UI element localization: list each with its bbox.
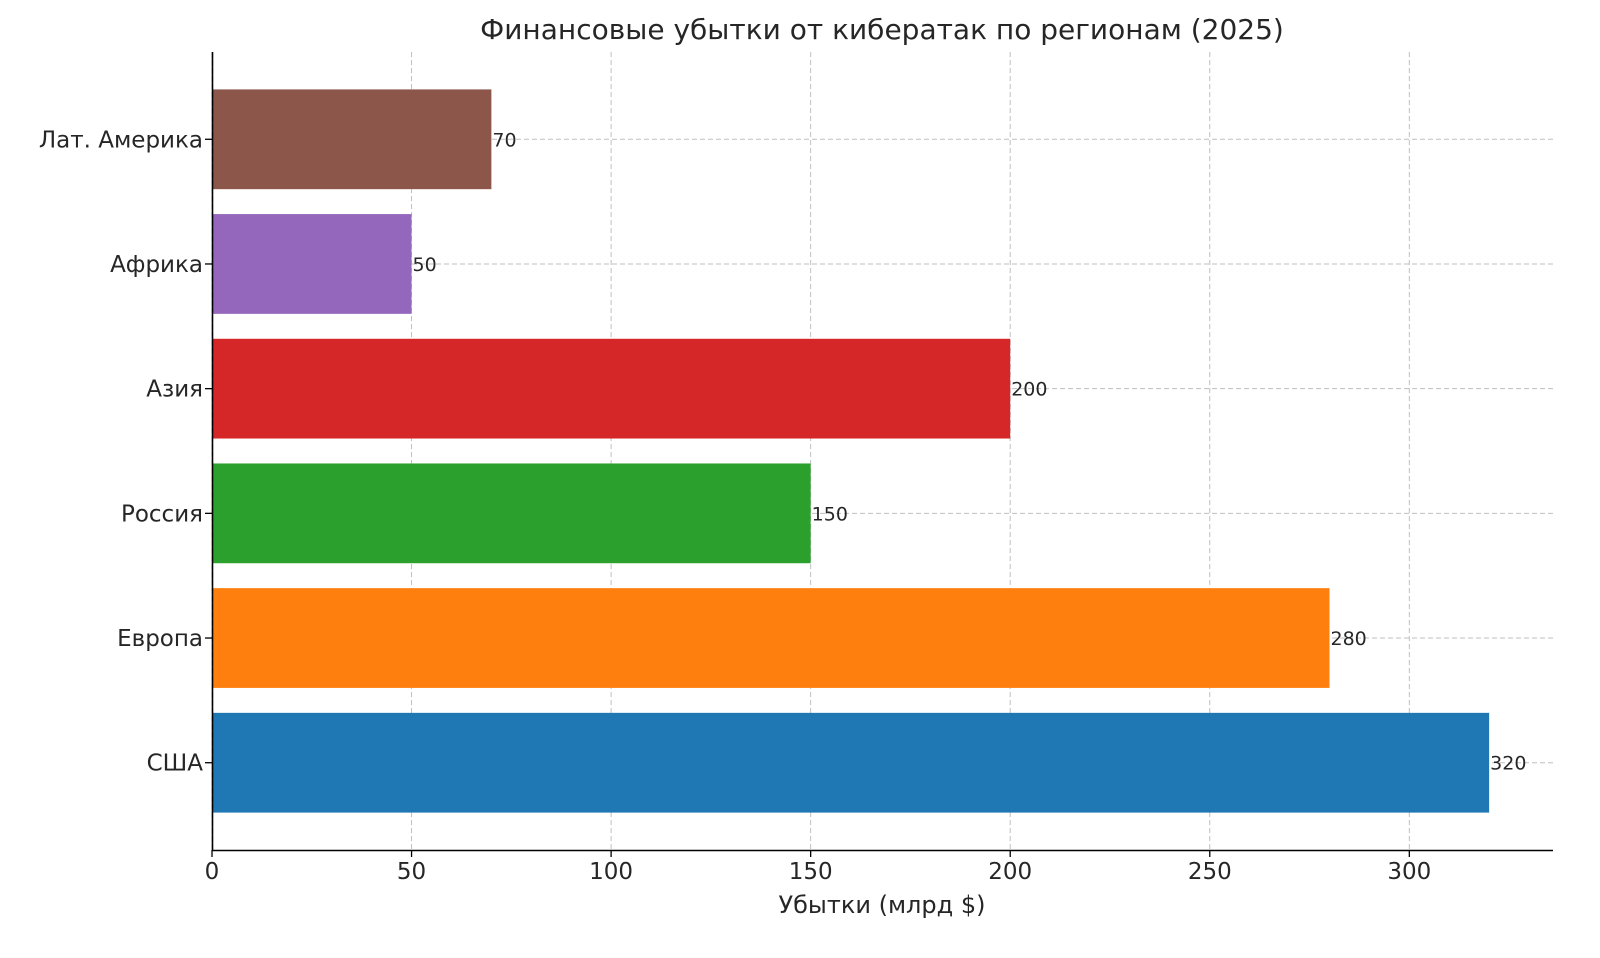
y-tick-label: США [147,751,204,777]
bar [212,338,1011,439]
bar [212,214,412,314]
x-axis-label: Убытки (млрд $) [779,891,986,919]
bar [212,89,492,190]
x-tick-label: 50 [397,859,426,885]
data-label: 280 [1331,628,1367,650]
y-axis-ticks: США Европа Россия Азия Африка Лат. Америка [39,127,212,777]
bars [212,89,1490,813]
x-axis-ticks: 0 50 100 150 200 250 300 [205,850,1431,885]
data-labels: 320 280 150 200 50 70 [413,129,1527,774]
data-label: 50 [413,254,437,276]
x-tick-label: 100 [589,859,633,885]
y-tick-label: Россия [121,501,203,527]
x-tick-label: 200 [988,859,1032,885]
y-tick-label: Лат. Америка [39,127,203,153]
bar [212,588,1330,688]
y-tick-label: Европа [117,626,203,652]
data-label: 200 [1011,379,1047,401]
data-label: 70 [492,129,516,151]
bar [212,463,811,564]
x-tick-label: 250 [1188,859,1232,885]
data-label: 320 [1490,753,1526,775]
x-tick-label: 150 [789,859,833,885]
bar [212,712,1490,813]
chart-title: Финансовые убытки от кибератак по регион… [480,13,1284,46]
x-tick-label: 300 [1387,859,1431,885]
data-label: 150 [812,503,848,525]
y-tick-label: Африка [110,252,203,278]
x-tick-label: 0 [205,859,220,885]
y-tick-label: Азия [146,377,203,403]
